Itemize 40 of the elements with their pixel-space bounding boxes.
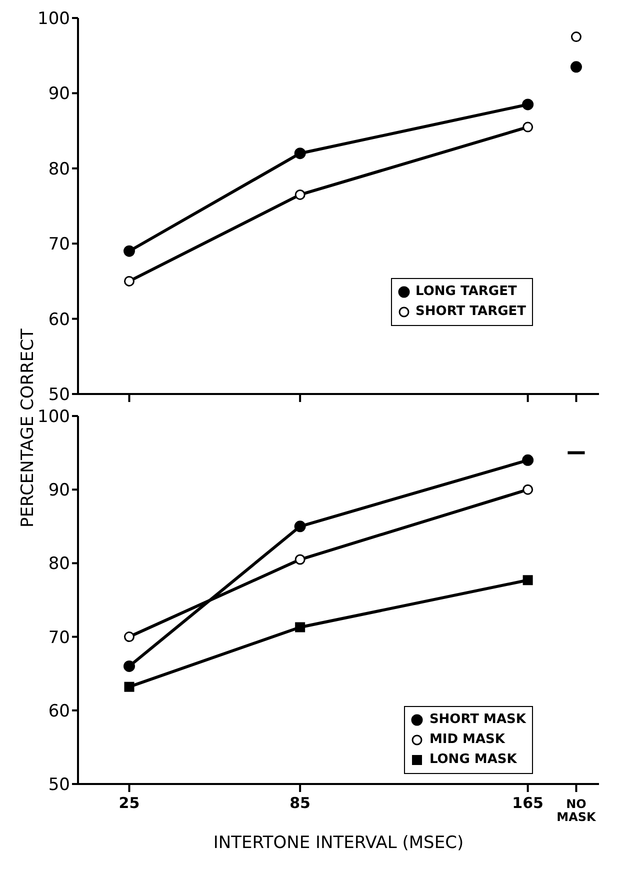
point: [522, 122, 534, 132]
x-tick-label: NO MASK: [556, 797, 597, 824]
legend-label: SHORT TARGET: [416, 303, 526, 321]
legend-label: LONG TARGET: [416, 283, 517, 301]
y-tick-label: 80: [48, 159, 70, 180]
x-tick-label: 25: [118, 794, 140, 812]
y-tick-label: 100: [38, 9, 70, 30]
y-tick-label: 80: [48, 554, 70, 574]
point: [123, 660, 135, 672]
y-tick-label: 70: [48, 628, 70, 648]
point: [294, 520, 306, 532]
x-tick-label: 85: [290, 794, 311, 812]
y-tick-label: 60: [48, 701, 70, 722]
y-tick-label: 60: [48, 310, 70, 330]
y-tick-label: 50: [48, 385, 70, 406]
point: [124, 632, 134, 642]
point: [295, 622, 306, 632]
legend-label: LONG MASK: [429, 751, 517, 769]
legend-label: SHORT MASK: [429, 711, 526, 729]
y-tick-label: 90: [48, 84, 70, 104]
point: [294, 554, 306, 565]
y-tick-label: 50: [48, 775, 70, 796]
y-tick-label: 100: [38, 407, 70, 428]
x-tick-label: 165: [512, 794, 544, 812]
point: [522, 575, 533, 586]
point: [124, 276, 134, 286]
point: [294, 189, 306, 200]
point: [294, 148, 306, 160]
point: [570, 61, 582, 73]
point: [570, 32, 582, 42]
point: [522, 98, 534, 110]
y-tick-label: 70: [48, 234, 70, 255]
y-tick-label: 90: [48, 480, 70, 501]
point: [124, 682, 134, 692]
x-axis-title: INTERTONE INTERVAL (MSEC): [213, 833, 464, 853]
point: [522, 484, 534, 495]
point: [123, 245, 135, 257]
legend-label: MID MASK: [429, 731, 505, 749]
y-axis-title: PERCENTAGE CORRECT: [18, 328, 38, 528]
point: [522, 454, 534, 466]
